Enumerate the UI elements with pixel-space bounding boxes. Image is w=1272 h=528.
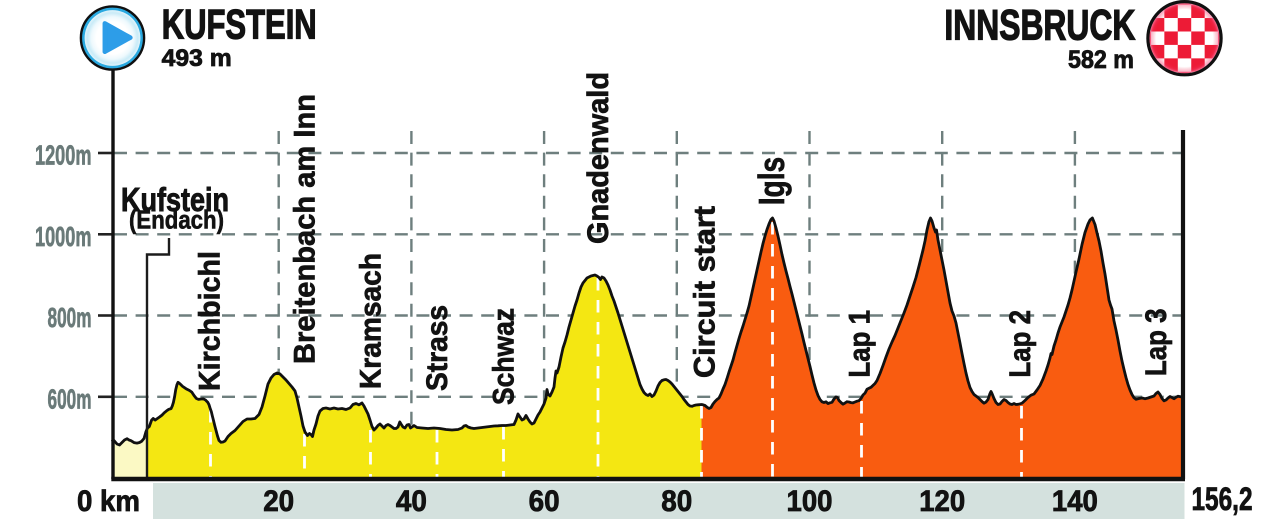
svg-text:INNSBRUCK: INNSBRUCK (944, 2, 1135, 50)
svg-text:Breitenbach am Inn: Breitenbach am Inn (289, 94, 322, 364)
svg-text:100: 100 (787, 485, 833, 518)
svg-text:120: 120 (919, 485, 965, 518)
svg-text:Lap 2: Lap 2 (1004, 310, 1037, 378)
svg-text:KUFSTEIN: KUFSTEIN (162, 0, 317, 47)
svg-text:Igls: Igls (751, 157, 792, 206)
svg-text:Schwaz: Schwaz (488, 308, 521, 405)
svg-text:493 m: 493 m (162, 45, 232, 72)
svg-text:60: 60 (529, 485, 560, 518)
svg-text:80: 80 (661, 485, 692, 518)
svg-text:0 km: 0 km (77, 485, 140, 518)
svg-text:Kufstein: Kufstein (121, 181, 229, 218)
svg-text:Circuit start: Circuit start (689, 206, 722, 378)
svg-text:600m: 600m (48, 383, 92, 414)
svg-text:Kramsach: Kramsach (355, 253, 388, 389)
svg-text:20: 20 (263, 485, 294, 518)
svg-text:140: 140 (1052, 485, 1098, 518)
svg-text:(Endach): (Endach) (129, 205, 224, 235)
svg-text:40: 40 (396, 485, 427, 518)
svg-text:Gnadenwald: Gnadenwald (582, 72, 615, 244)
svg-text:800m: 800m (48, 302, 92, 333)
svg-text:Lap 3: Lap 3 (1140, 309, 1173, 377)
svg-text:Strass: Strass (421, 305, 454, 391)
svg-text:582 m: 582 m (1068, 46, 1134, 74)
svg-text:Lap 1: Lap 1 (844, 310, 877, 378)
svg-text:1200m: 1200m (35, 140, 92, 171)
svg-text:156,2: 156,2 (1192, 481, 1253, 517)
svg-text:Kirchbichl: Kirchbichl (194, 251, 227, 391)
svg-text:1000m: 1000m (35, 221, 92, 252)
